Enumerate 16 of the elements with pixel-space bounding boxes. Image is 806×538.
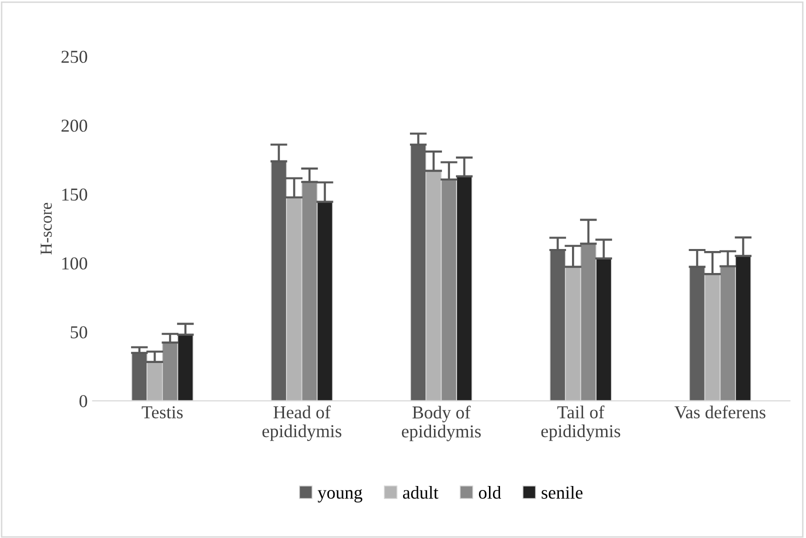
x-tick-label: Tail of epididymis bbox=[541, 405, 620, 441]
y-axis-title: H-score bbox=[40, 202, 52, 255]
legend-label: old bbox=[478, 486, 502, 499]
x-tick-label: Head of epididymis bbox=[262, 405, 342, 441]
y-tick-label: 100 bbox=[62, 257, 88, 270]
legend-label: adult bbox=[403, 486, 438, 499]
y-tick-label: 200 bbox=[62, 120, 88, 132]
legend-label: senile bbox=[542, 486, 582, 499]
legend-label: young bbox=[318, 489, 362, 502]
x-tick-label: Body of epididymis bbox=[402, 406, 481, 442]
y-tick-label: 50 bbox=[70, 326, 88, 338]
x-tick-label: Testis bbox=[142, 406, 183, 418]
y-tick-label: 150 bbox=[62, 188, 88, 201]
y-tick-label: 250 bbox=[62, 50, 88, 63]
y-tick-label: 0 bbox=[79, 395, 88, 408]
x-tick-label: Vas deferens bbox=[674, 405, 766, 418]
